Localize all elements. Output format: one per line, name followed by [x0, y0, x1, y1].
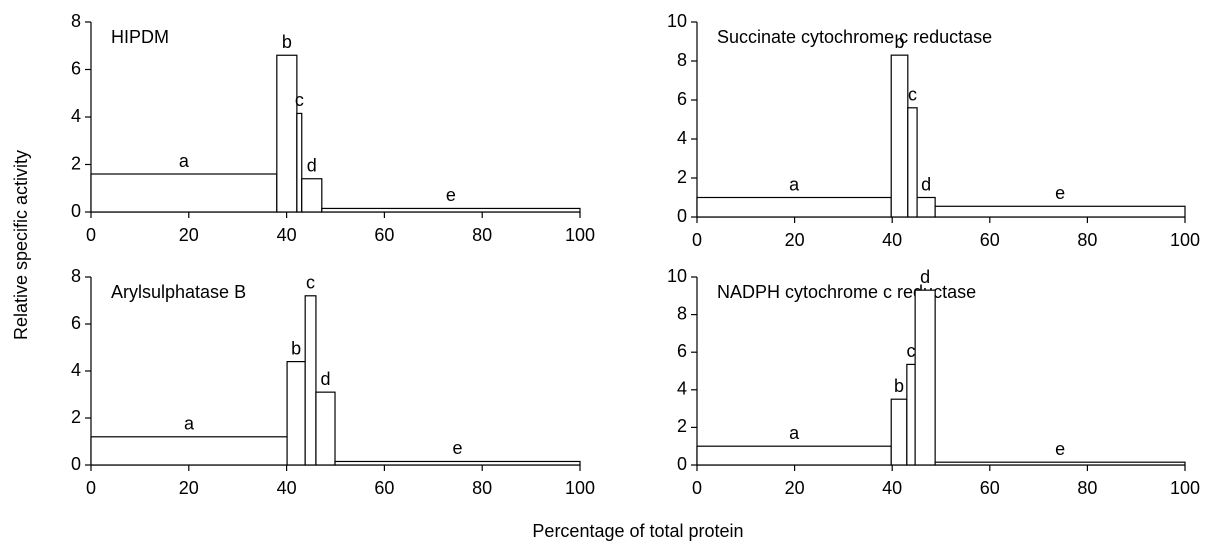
bar	[90, 173, 278, 213]
x-tick-label: 40	[277, 478, 297, 498]
x-tick-label: 40	[882, 478, 902, 498]
bar-label: e	[446, 185, 456, 205]
y-tick-label: 0	[677, 454, 687, 474]
y-tick-label: 2	[677, 167, 687, 187]
y-tick-label: 2	[71, 407, 81, 427]
y-tick-label: 6	[677, 89, 687, 109]
bar	[90, 436, 288, 466]
bar-label: e	[1055, 439, 1065, 459]
bar	[276, 54, 298, 213]
x-tick-label: 100	[565, 478, 595, 498]
x-tick-label: 40	[882, 230, 902, 250]
bar-label: d	[320, 369, 330, 389]
bar-label: a	[789, 174, 800, 194]
x-tick-label: 80	[1077, 230, 1097, 250]
bar	[890, 54, 909, 218]
x-axis-label: Percentage of total protein	[532, 521, 743, 541]
bar-label: d	[921, 174, 931, 194]
bar-label: d	[920, 267, 930, 287]
x-tick-label: 60	[374, 478, 394, 498]
bar	[315, 391, 336, 466]
bar-label: b	[894, 376, 904, 396]
y-tick-label: 4	[677, 379, 687, 399]
bar	[934, 205, 1186, 218]
x-tick-label: 20	[785, 230, 805, 250]
bar	[296, 112, 303, 213]
bar-label: c	[295, 90, 304, 110]
y-tick-label: 0	[71, 454, 81, 474]
chart-title: Arylsulphatase B	[111, 282, 246, 302]
x-tick-label: 20	[179, 225, 199, 245]
bar-label: d	[307, 156, 317, 176]
bar-label: c	[306, 273, 315, 293]
chart-title: NADPH cytochrome c reductase	[717, 282, 976, 302]
y-tick-label: 0	[71, 201, 81, 221]
bar-label: c	[906, 341, 915, 361]
bar-label: b	[282, 32, 292, 52]
x-tick-label: 20	[785, 478, 805, 498]
y-tick-label: 8	[71, 11, 81, 31]
bar	[916, 196, 936, 218]
x-tick-label: 100	[1170, 230, 1200, 250]
bar	[934, 461, 1186, 466]
bar	[304, 295, 317, 466]
bar-label: e	[1055, 183, 1065, 203]
bar	[286, 361, 306, 466]
bar	[334, 460, 581, 466]
bar	[696, 196, 892, 218]
y-tick-label: 2	[71, 153, 81, 173]
bar	[890, 398, 908, 466]
x-tick-label: 0	[692, 230, 702, 250]
bar-label: b	[291, 338, 301, 358]
bar	[696, 445, 892, 466]
bar-label: a	[179, 151, 190, 171]
y-tick-label: 4	[677, 128, 687, 148]
x-tick-label: 20	[179, 478, 199, 498]
bar-label: c	[908, 85, 917, 105]
x-tick-label: 100	[1170, 478, 1200, 498]
bar-label: b	[895, 32, 905, 52]
x-tick-label: 60	[980, 478, 1000, 498]
y-tick-label: 4	[71, 106, 81, 126]
x-tick-label: 80	[472, 225, 492, 245]
y-tick-label: 10	[667, 11, 687, 31]
x-tick-label: 40	[277, 225, 297, 245]
y-tick-label: 2	[677, 416, 687, 436]
chart-title: Succinate cytochrome c reductase	[717, 27, 992, 47]
y-tick-label: 8	[71, 266, 81, 286]
bar	[914, 289, 936, 466]
chart-title: HIPDM	[111, 27, 169, 47]
y-tick-label: 0	[677, 206, 687, 226]
x-tick-label: 100	[565, 225, 595, 245]
y-axis-label: Relative specific activity	[11, 150, 31, 340]
x-tick-label: 0	[86, 225, 96, 245]
y-tick-label: 4	[71, 360, 81, 380]
bar-label: a	[184, 414, 195, 434]
bar	[301, 178, 323, 213]
y-tick-label: 6	[71, 58, 81, 78]
x-tick-label: 80	[472, 478, 492, 498]
bar	[906, 363, 916, 466]
x-tick-label: 0	[692, 478, 702, 498]
bar	[321, 207, 581, 213]
bar-label: e	[452, 438, 462, 458]
y-tick-label: 8	[677, 303, 687, 323]
y-tick-label: 10	[667, 266, 687, 286]
y-tick-label: 6	[677, 341, 687, 361]
x-tick-label: 0	[86, 478, 96, 498]
bar	[907, 107, 918, 218]
y-tick-label: 6	[71, 313, 81, 333]
x-tick-label: 80	[1077, 478, 1097, 498]
bar-label: a	[789, 423, 800, 443]
y-tick-label: 8	[677, 50, 687, 70]
x-tick-label: 60	[980, 230, 1000, 250]
x-tick-label: 60	[374, 225, 394, 245]
